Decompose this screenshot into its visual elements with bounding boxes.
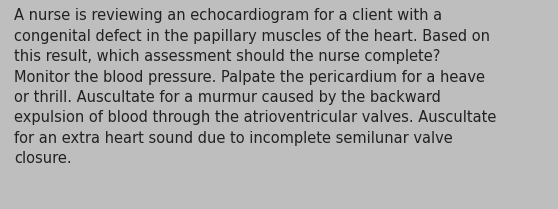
Text: A nurse is reviewing an echocardiogram for a client with a
congenital defect in : A nurse is reviewing an echocardiogram f… <box>14 8 496 166</box>
